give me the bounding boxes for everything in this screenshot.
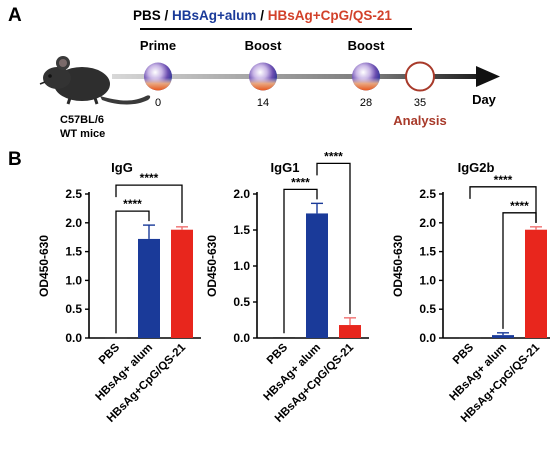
bar-0 bbox=[105, 337, 127, 339]
y-tick-label: 1.5 bbox=[65, 245, 82, 259]
y-tick-label: 1.5 bbox=[233, 223, 250, 237]
y-tick-label: 2.5 bbox=[65, 187, 82, 201]
chart-title: IgG2b bbox=[458, 160, 495, 175]
panel-a-letter: A bbox=[8, 5, 22, 26]
y-tick-label: 1.0 bbox=[233, 259, 250, 273]
significance-bracket-1 bbox=[316, 162, 351, 314]
legend-part-0: PBS bbox=[133, 8, 161, 23]
significance-label-0: **** bbox=[123, 197, 142, 211]
mouse-icon bbox=[39, 56, 151, 105]
mouse-type-label: WT mice bbox=[60, 128, 105, 140]
y-tick-label: 2.0 bbox=[419, 216, 436, 230]
category-label-1: HBsAg+ alum bbox=[448, 342, 510, 404]
event-day-3: 35 bbox=[414, 97, 426, 109]
bar-2 bbox=[339, 325, 361, 338]
dose-dot-shade-1 bbox=[249, 62, 277, 91]
bar-0 bbox=[459, 337, 481, 339]
timeline-axis bbox=[112, 74, 492, 79]
analysis-circle bbox=[405, 61, 435, 92]
bar-1 bbox=[492, 335, 514, 338]
y-tick-label: 0.5 bbox=[233, 295, 250, 309]
chart-title: IgG bbox=[111, 160, 133, 175]
event-label-2: Boost bbox=[348, 38, 386, 53]
significance-bracket-0 bbox=[469, 186, 537, 223]
significance-bracket-0 bbox=[115, 210, 150, 334]
significance-bracket-1 bbox=[115, 184, 183, 223]
event-day-2: 28 bbox=[360, 97, 372, 109]
significance-label-0: **** bbox=[291, 175, 310, 189]
category-label-1: HBsAg+ alum bbox=[262, 342, 324, 404]
y-tick-label: 2.5 bbox=[419, 187, 436, 201]
bar-0 bbox=[273, 337, 295, 339]
chart-igg2b: IgG2b OD450-630 0.0 0.5 1.0 1.5 2.0 2.5 PBSHBsAg… bbox=[391, 160, 550, 425]
bar-charts: IgGOD450-6300.00.51.01.52.02.5PBSHBsAg+ … bbox=[37, 149, 550, 425]
event-day-0: 0 bbox=[155, 97, 161, 109]
y-tick-label: 0.5 bbox=[65, 302, 82, 316]
y-axis-label: OD450-630 bbox=[391, 235, 405, 297]
y-tick-label: 1.0 bbox=[419, 273, 436, 287]
analysis-label: Analysis bbox=[393, 113, 446, 128]
panel-b-letter: B bbox=[8, 149, 22, 170]
y-tick-label: 2.0 bbox=[65, 216, 82, 230]
significance-label-1: **** bbox=[140, 171, 159, 185]
category-label-0: PBS bbox=[451, 341, 476, 366]
timeline-arrowhead bbox=[476, 66, 500, 87]
bar-2 bbox=[171, 229, 193, 338]
legend-part-3: / bbox=[256, 8, 267, 23]
bar-1 bbox=[138, 238, 160, 338]
significance-label-1: **** bbox=[510, 199, 529, 213]
y-tick-label: 0.0 bbox=[419, 331, 436, 345]
event-label-0: Prime bbox=[140, 38, 176, 53]
group-legend: PBS / HBsAg+alum / HBsAg+CpG/QS-21 bbox=[133, 8, 392, 23]
chart-igg: IgG OD450-630 0.0 0.5 1.0 1.5 2.0 2.5 PBSHBsAg+ … bbox=[37, 160, 201, 425]
event-day-1: 14 bbox=[257, 97, 269, 109]
significance-label-0: **** bbox=[494, 173, 513, 187]
mouse-strain-label: C57BL/6 bbox=[60, 114, 104, 126]
y-tick-label: 1.5 bbox=[419, 245, 436, 259]
timeline-day-label: Day bbox=[472, 92, 497, 107]
y-tick-label: 2.0 bbox=[233, 187, 250, 201]
category-label-0: PBS bbox=[265, 341, 290, 366]
timeline-events: Prime 0 Boost 14 Boost 28 Analysis 35 bbox=[140, 38, 447, 128]
y-axis-label: OD450-630 bbox=[37, 235, 51, 297]
y-axis-label: OD450-630 bbox=[205, 235, 219, 297]
dose-dot-shade-2 bbox=[352, 62, 380, 91]
dose-dot-shade-0 bbox=[144, 62, 172, 91]
legend-part-1: / bbox=[161, 8, 172, 23]
y-tick-label: 0.5 bbox=[419, 302, 436, 316]
y-tick-label: 1.0 bbox=[65, 273, 82, 287]
significance-label-1: **** bbox=[324, 149, 343, 163]
legend-part-4: HBsAg+CpG/QS-21 bbox=[268, 8, 393, 23]
category-label-1: HBsAg+ alum bbox=[94, 342, 156, 404]
bar-1 bbox=[306, 213, 328, 338]
category-label-0: PBS bbox=[97, 341, 122, 366]
y-tick-label: 0.0 bbox=[65, 331, 82, 345]
chart-title: IgG1 bbox=[271, 160, 300, 175]
bar-2 bbox=[525, 229, 547, 338]
y-tick-label: 0.0 bbox=[233, 331, 250, 345]
significance-bracket-0 bbox=[283, 188, 318, 334]
event-label-1: Boost bbox=[245, 38, 283, 53]
legend-part-2: HBsAg+alum bbox=[172, 8, 256, 23]
